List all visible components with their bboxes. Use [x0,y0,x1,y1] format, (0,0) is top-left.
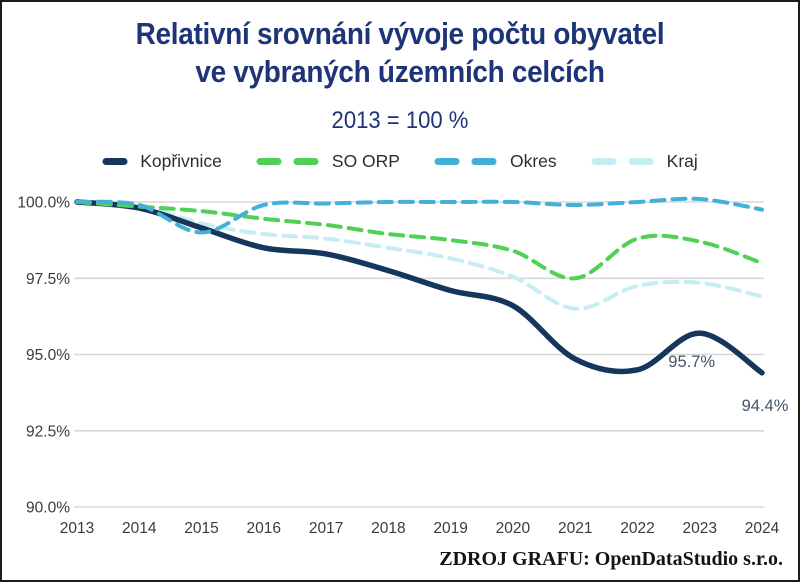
x-tick-label: 2019 [433,520,467,537]
legend-item-okres: Okres [434,151,557,172]
x-tick-label: 2013 [60,520,94,537]
legend-label: Okres [509,151,557,171]
dashed-line-swatch-icon [434,158,498,165]
legend-item-kopřivnice: Kopřivnice [102,151,222,172]
x-tick-label: 2020 [496,520,531,537]
x-tick-label: 2017 [309,520,343,537]
x-tick-label: 2018 [371,520,405,537]
series-line-kraj [75,200,764,311]
series-line-okres [75,196,764,235]
chart-subtitle: 2013 = 100 % [331,107,469,134]
x-tick-label: 2024 [745,520,780,537]
legend: Kopřivnice SO ORP Okres Kraj [2,151,798,172]
x-tick-label: 2015 [184,520,218,537]
legend-label: Kopřivnice [140,151,222,171]
x-tick-label: 2022 [620,520,654,537]
y-tick-label: 90.0% [26,500,70,517]
y-tick-label: 100.0% [17,195,70,212]
solid-line-swatch-icon [102,158,128,165]
y-tick-label: 97.5% [26,271,70,288]
x-tick-label: 2023 [682,520,716,537]
chart-title: Relativní srovnání vývoje počtu obyvatel… [42,15,758,91]
chart-title-line2: ve vybraných územních celcích [195,54,605,90]
legend-item-kraj: Kraj [591,151,698,172]
series-line-so-orp [75,200,764,281]
legend-label: Kraj [666,151,698,171]
series-line-kopřivnice [74,199,765,376]
legend-label: SO ORP [331,151,400,171]
annotation-label: 95.7% [668,353,715,371]
y-tick-label: 92.5% [26,423,70,440]
x-tick-label: 2014 [122,520,157,537]
x-tick-label: 2021 [558,520,592,537]
legend-item-so-orp: SO ORP [256,151,400,172]
y-tick-label: 95.0% [26,347,70,364]
dashed-line-swatch-icon [256,158,320,165]
dashed-line-swatch-icon [591,158,655,165]
chart-title-line1: Relativní srovnání vývoje počtu obyvatel [135,16,665,51]
source-credit: ZDROJ GRAFU: OpenDataStudio s.r.o. [439,548,783,570]
x-tick-label: 2016 [247,520,281,537]
annotation-label: 94.4% [742,397,789,415]
